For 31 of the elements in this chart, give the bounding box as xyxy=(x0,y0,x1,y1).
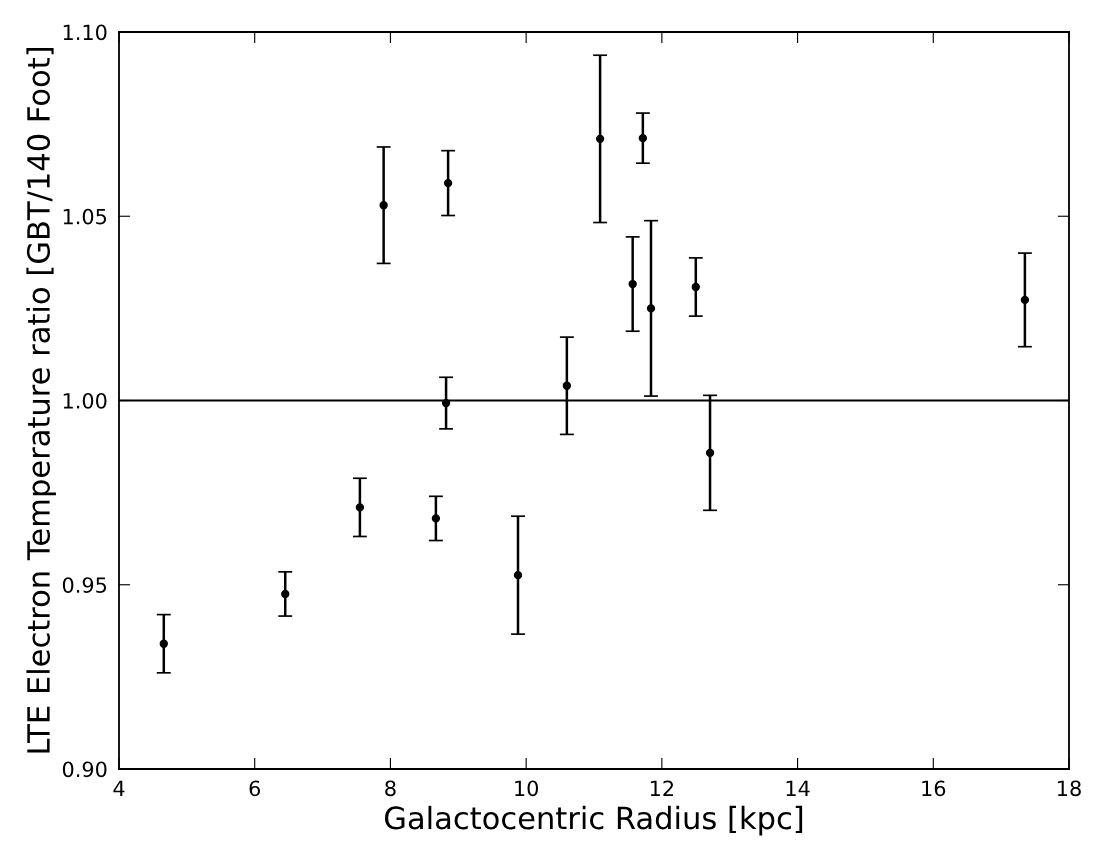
point xyxy=(441,398,451,408)
point xyxy=(562,381,572,390)
point xyxy=(355,503,365,512)
y-axis-title: LTE Electron Temperature ratio [GBT/140 Foot] xyxy=(26,48,56,753)
point xyxy=(443,178,453,188)
y-tick-label: 1.10 xyxy=(63,24,107,41)
point xyxy=(431,514,441,523)
point xyxy=(691,282,700,292)
point xyxy=(646,304,656,313)
x-axis-title: Galactocentric Radius [kpc] xyxy=(384,805,803,836)
y-tick-label: 0.90 xyxy=(62,761,107,778)
point xyxy=(628,279,637,289)
x-tick-label: 12 xyxy=(650,780,674,796)
x-tick-label: 16 xyxy=(922,780,946,797)
x-tick-label: 6 xyxy=(249,780,261,797)
point xyxy=(705,448,715,457)
y-tick-label: 0.95 xyxy=(62,577,107,593)
point xyxy=(379,201,388,210)
x-tick-label: 4 xyxy=(113,780,125,796)
point xyxy=(1020,295,1030,305)
y-tick-label: 1.05 xyxy=(63,208,107,225)
point xyxy=(281,589,290,599)
y-tick-label: 1.00 xyxy=(63,392,107,409)
point xyxy=(513,571,523,580)
x-tick-label: 8 xyxy=(385,780,396,797)
x-tick-label: 18 xyxy=(1058,780,1081,797)
x-tick-label: 14 xyxy=(786,780,810,796)
point xyxy=(638,133,648,143)
x-tick-label: 10 xyxy=(515,780,539,797)
point xyxy=(159,639,168,648)
point xyxy=(595,134,605,144)
